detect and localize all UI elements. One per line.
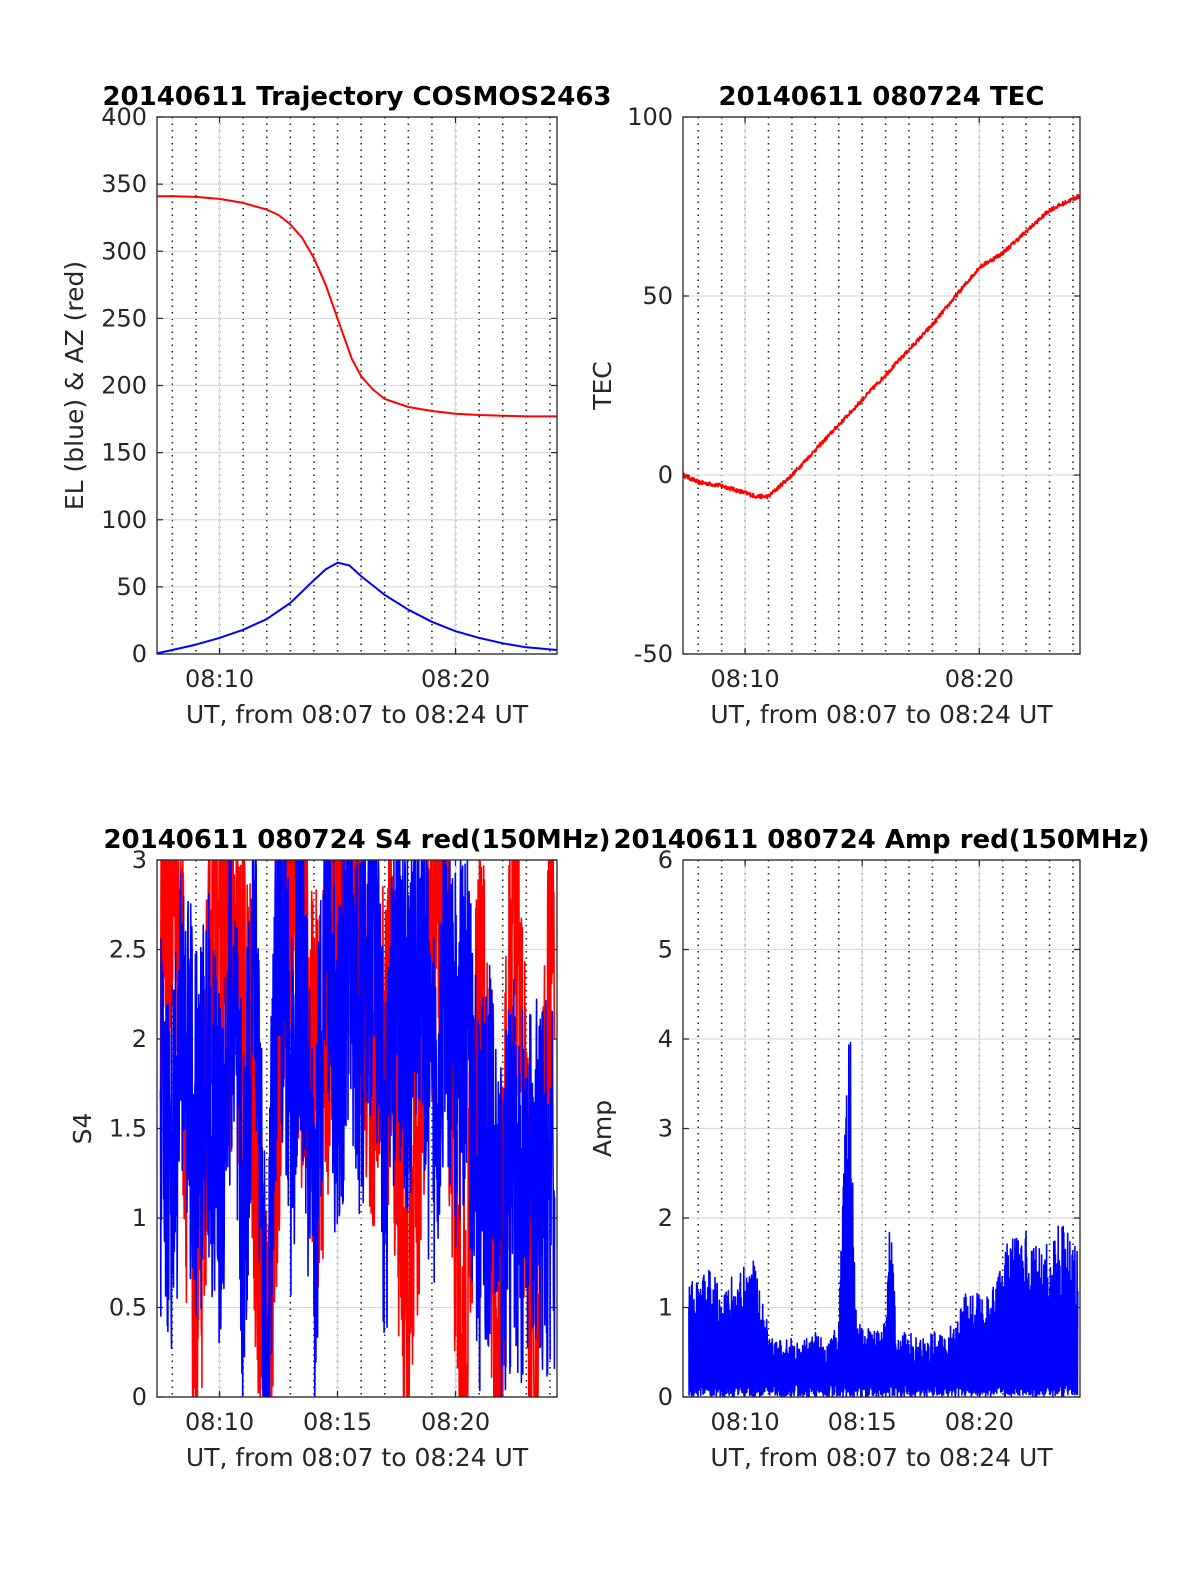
tec-chart: -50 0 50 100 08:10 08:20 20140611 080724 TEC UT… <box>588 82 1081 729</box>
x-tick-label: 08:15 <box>303 1408 372 1436</box>
y-tick-label: 150 <box>101 439 147 467</box>
y-tick-label: 50 <box>116 573 147 601</box>
y-tick-label: -50 <box>634 640 673 668</box>
series-line-series-0 <box>683 193 1080 500</box>
y-tick-label: 1 <box>658 1294 673 1322</box>
y-tick-label: 4 <box>658 1025 673 1053</box>
y-tick-label: 50 <box>642 282 673 310</box>
series-group <box>688 1041 1079 1397</box>
chart-title: 20140611 080724 S4 red(150MHz) <box>103 825 610 855</box>
y-tick-label: 250 <box>101 304 147 332</box>
series-line-series-0 <box>688 1041 1079 1397</box>
chart-title: 20140611 080724 TEC <box>719 82 1045 112</box>
trajectory-chart: 0 50 100 150 200 250 300 350 400 08:10 08:20 201406… <box>60 82 612 729</box>
y-tick-label: 0 <box>658 461 673 489</box>
x-tick-label: 08:20 <box>421 1408 490 1436</box>
y-axis-label: TEC <box>588 361 617 411</box>
x-tick-label: 08:20 <box>945 1408 1014 1436</box>
series-group <box>683 193 1080 500</box>
y-tick-label: 5 <box>658 936 673 964</box>
y-tick-label: 0.5 <box>109 1294 147 1322</box>
y-tick-label: 400 <box>101 103 147 131</box>
x-tick-label: 08:10 <box>185 665 254 693</box>
axes-frame <box>682 116 1081 655</box>
y-tick-label: 100 <box>101 506 147 534</box>
series-line-azimuth <box>157 195 557 418</box>
y-axis-label: S4 <box>68 1113 97 1145</box>
y-tick-label: 2 <box>132 1025 147 1053</box>
plot-area <box>683 117 1080 654</box>
y-axis-label: Amp <box>588 1100 617 1157</box>
axes-frame <box>156 116 558 655</box>
x-tick-label: 08:10 <box>185 1408 254 1436</box>
x-tick-label: 08:20 <box>945 665 1014 693</box>
axes-frame <box>682 859 1081 1398</box>
chart-title: 20140611 Trajectory COSMOS2463 <box>102 82 611 112</box>
y-tick-label: 2 <box>658 1204 673 1232</box>
x-axis-label: UT, from 08:07 to 08:24 UT <box>710 700 1053 729</box>
x-tick-label: 08:10 <box>710 665 779 693</box>
y-tick-label: 1 <box>132 1204 147 1232</box>
y-tick-label: 6 <box>658 846 673 874</box>
amp-chart: 0 1 2 3 4 5 6 08:10 08:15 08:20 20140611 080724 Am… <box>588 825 1150 1472</box>
y-tick-label: 350 <box>101 170 147 198</box>
series-group <box>157 195 557 654</box>
series-line-elevation <box>157 561 557 654</box>
axes-frame <box>156 859 558 1398</box>
y-tick-label: 300 <box>101 237 147 265</box>
y-tick-label: 100 <box>627 103 673 131</box>
x-tick-label: 08:20 <box>421 665 490 693</box>
y-tick-label: 0 <box>132 640 147 668</box>
y-tick-label: 0 <box>132 1383 147 1411</box>
y-tick-label: 2.5 <box>109 936 147 964</box>
chart-title: 20140611 080724 Amp red(150MHz) <box>613 825 1149 855</box>
x-tick-label: 08:15 <box>828 1408 897 1436</box>
x-axis-label: UT, from 08:07 to 08:24 UT <box>186 700 529 729</box>
y-tick-label: 0 <box>658 1383 673 1411</box>
series-group <box>159 860 556 1397</box>
y-tick-label: 3 <box>132 846 147 874</box>
x-tick-label: 08:10 <box>710 1408 779 1436</box>
s4-chart: 0 0.5 1 1.5 2 2.5 3 08:10 08:15 08:20 20140611 080… <box>68 825 611 1472</box>
y-axis-label: EL (blue) & AZ (red) <box>60 261 89 510</box>
y-tick-label: 1.5 <box>109 1115 147 1143</box>
x-axis-label: UT, from 08:07 to 08:24 UT <box>710 1443 1053 1472</box>
y-tick-label: 3 <box>658 1115 673 1143</box>
x-axis-label: UT, from 08:07 to 08:24 UT <box>186 1443 529 1472</box>
y-tick-label: 200 <box>101 372 147 400</box>
series-line-series-1 <box>159 860 556 1397</box>
